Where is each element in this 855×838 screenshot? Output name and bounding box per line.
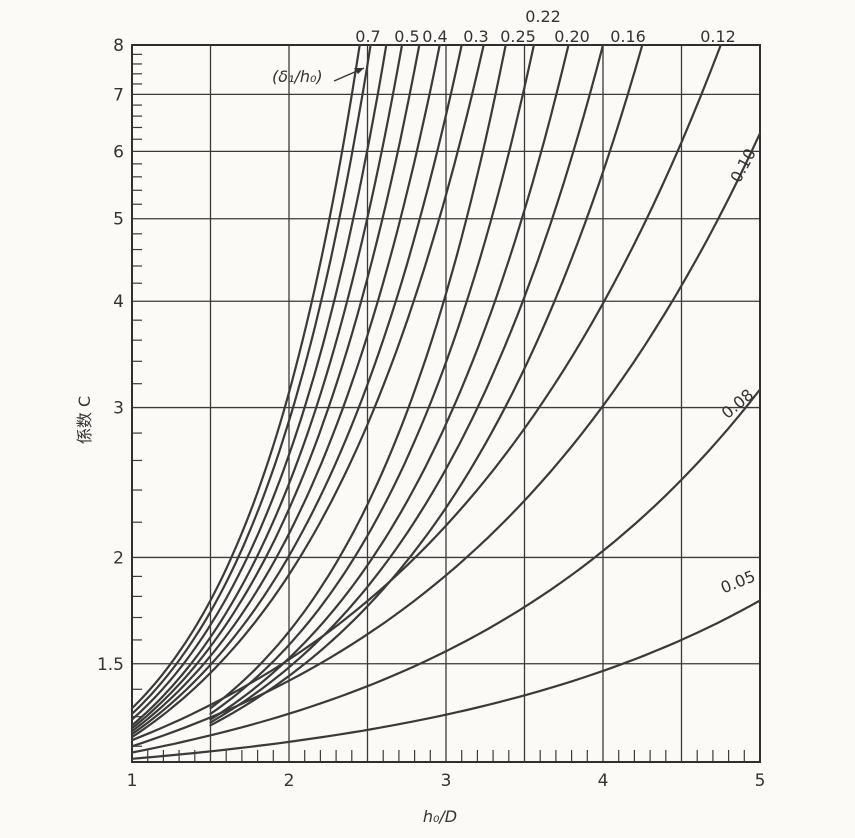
curve-label-top: 0.7 (355, 27, 380, 46)
x-tick-label: 5 (755, 771, 766, 791)
x-axis-title: h₀/D (423, 807, 457, 826)
x-tick-label: 1 (127, 771, 138, 791)
parameter-label: (δ₁/h₀) (272, 67, 323, 86)
y-tick-label: 5 (113, 210, 124, 230)
y-tick-label: 1.5 (97, 655, 124, 675)
parameter-label-arrowhead (354, 68, 364, 74)
x-tick-label: 2 (284, 771, 295, 791)
plot-frame (131, 44, 761, 763)
curve-label-inline: 0.05 (718, 566, 758, 597)
y-tick-label: 2 (113, 548, 124, 568)
series-line-0-6 (130, 43, 372, 715)
curve-label-top: 0.20 (554, 27, 590, 46)
grid (131, 44, 761, 763)
series-line-0-12 (130, 43, 722, 742)
x-tick-label: 3 (441, 771, 452, 791)
series-line-0-4 (130, 43, 421, 730)
series-line-0-45 (130, 43, 404, 727)
curve-label-top: 0.12 (700, 27, 736, 46)
x-tick-label: 4 (598, 771, 609, 791)
y-tick-label: 4 (113, 292, 124, 312)
series-line-0-7 (130, 43, 361, 710)
y-axis-title: 係数 C (75, 396, 94, 444)
curve-label-top: 0.3 (463, 27, 488, 46)
series-line-0-27 (130, 43, 485, 739)
series-line-0-22 (209, 43, 535, 715)
series-line-0-10 (130, 132, 762, 748)
curve-label-top: 0.25 (500, 27, 536, 46)
series-line-0-25 (209, 43, 507, 710)
series-line-0-20 (209, 43, 570, 721)
y-tick-label: 6 (113, 142, 124, 162)
series-lines (130, 43, 762, 760)
series-line-0-18 (209, 43, 605, 724)
series-line-0-35 (130, 43, 441, 733)
y-tick-label: 7 (113, 85, 124, 105)
curve-label-top: 0.5 (394, 27, 419, 46)
curve-label-top: 0.4 (422, 27, 447, 46)
series-line-0-3 (130, 43, 463, 736)
curve-label-top: 0.16 (610, 27, 646, 46)
y-tick-label: 8 (113, 36, 124, 56)
series-line-0-05 (130, 599, 762, 760)
series-line-0-16 (209, 43, 644, 727)
curve-label-top: 0.22 (525, 7, 561, 26)
series-line-0-5 (130, 43, 388, 721)
y-tick-label: 3 (113, 399, 124, 419)
series-line-0-08 (130, 388, 762, 754)
